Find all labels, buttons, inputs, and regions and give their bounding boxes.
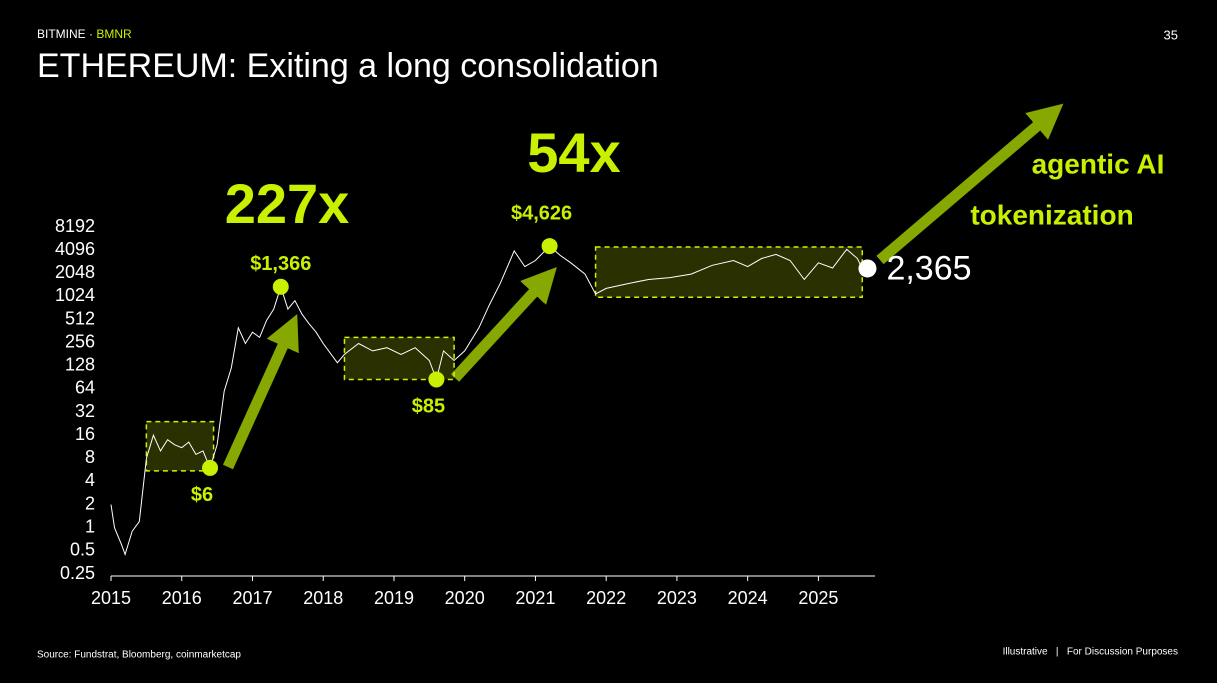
current-point	[858, 259, 877, 278]
price-line	[110, 245, 863, 556]
driver: tokenization	[970, 199, 1133, 230]
x-tick-label: 2024	[728, 588, 768, 608]
price-label: $4,626	[511, 202, 572, 224]
multiple: 227x	[225, 172, 350, 235]
price-point	[272, 278, 289, 295]
arrows	[222, 103, 1064, 470]
y-tick-label: 4096	[55, 239, 95, 259]
x-tick-label: 2018	[303, 588, 343, 608]
x-tick-label: 2023	[657, 588, 697, 608]
price-point	[428, 371, 445, 388]
price-label: $6	[191, 484, 213, 506]
y-tick-label: 32	[75, 401, 95, 421]
x-tick-label: 2025	[798, 588, 838, 608]
y-tick-label: 1	[85, 516, 95, 536]
y-tick-label: 256	[65, 331, 95, 351]
x-tick-label: 2016	[162, 588, 202, 608]
price-point	[202, 459, 219, 476]
y-tick-label: 0.5	[70, 540, 95, 560]
y-tick-label: 2048	[55, 262, 95, 282]
y-tick-label: 512	[65, 308, 95, 328]
price-label: $1,366	[250, 253, 311, 275]
y-tick-label: 8	[85, 447, 95, 467]
arrow	[450, 267, 557, 382]
arrow	[222, 313, 299, 470]
y-tick-label: 8192	[55, 216, 95, 236]
driver: agentic AI	[1032, 148, 1165, 179]
current-label: 2,365	[886, 249, 971, 287]
x-tick-label: 2022	[586, 588, 626, 608]
price-point	[541, 238, 558, 255]
ticker: BMNR	[96, 27, 132, 41]
x-tick-label: 2015	[91, 588, 131, 608]
multiple: 54x	[527, 121, 620, 184]
consolidation-box	[594, 246, 864, 298]
x-tick-label: 2017	[232, 588, 272, 608]
y-tick-label: 1024	[55, 285, 95, 305]
source: Source: Fundstrat, Bloomberg, coinmarket…	[37, 650, 241, 661]
y-tick-label: 64	[75, 378, 95, 398]
plot: 0.25 0.5 1 2 4 8 16 32 64 128 256 512 1024 2048 4096 81…	[55, 202, 972, 607]
slide-title: ETHEREUM: Exiting a long consolidation	[37, 47, 659, 85]
footnote: Illustrative | For Discussion Purposes	[1003, 647, 1178, 658]
x-tick-label: 2019	[374, 588, 414, 608]
y-tick-label: 16	[75, 424, 95, 444]
y-tick-label: 128	[65, 355, 95, 375]
y-tick-label: 0.25	[60, 563, 95, 583]
y-tick-label: 4	[85, 470, 95, 490]
y-tick-label: 2	[85, 493, 95, 513]
consolidation-box	[145, 420, 215, 472]
brand-name: BITMINE	[37, 27, 86, 41]
x-tick-label: 2021	[515, 588, 555, 608]
page-number: 35	[1164, 27, 1178, 42]
separator: ·	[86, 27, 97, 41]
price-label: $85	[412, 396, 445, 418]
brand: BITMINE · BMNR	[37, 27, 132, 41]
arrow	[876, 103, 1064, 265]
x-tick-label: 2020	[445, 588, 485, 608]
